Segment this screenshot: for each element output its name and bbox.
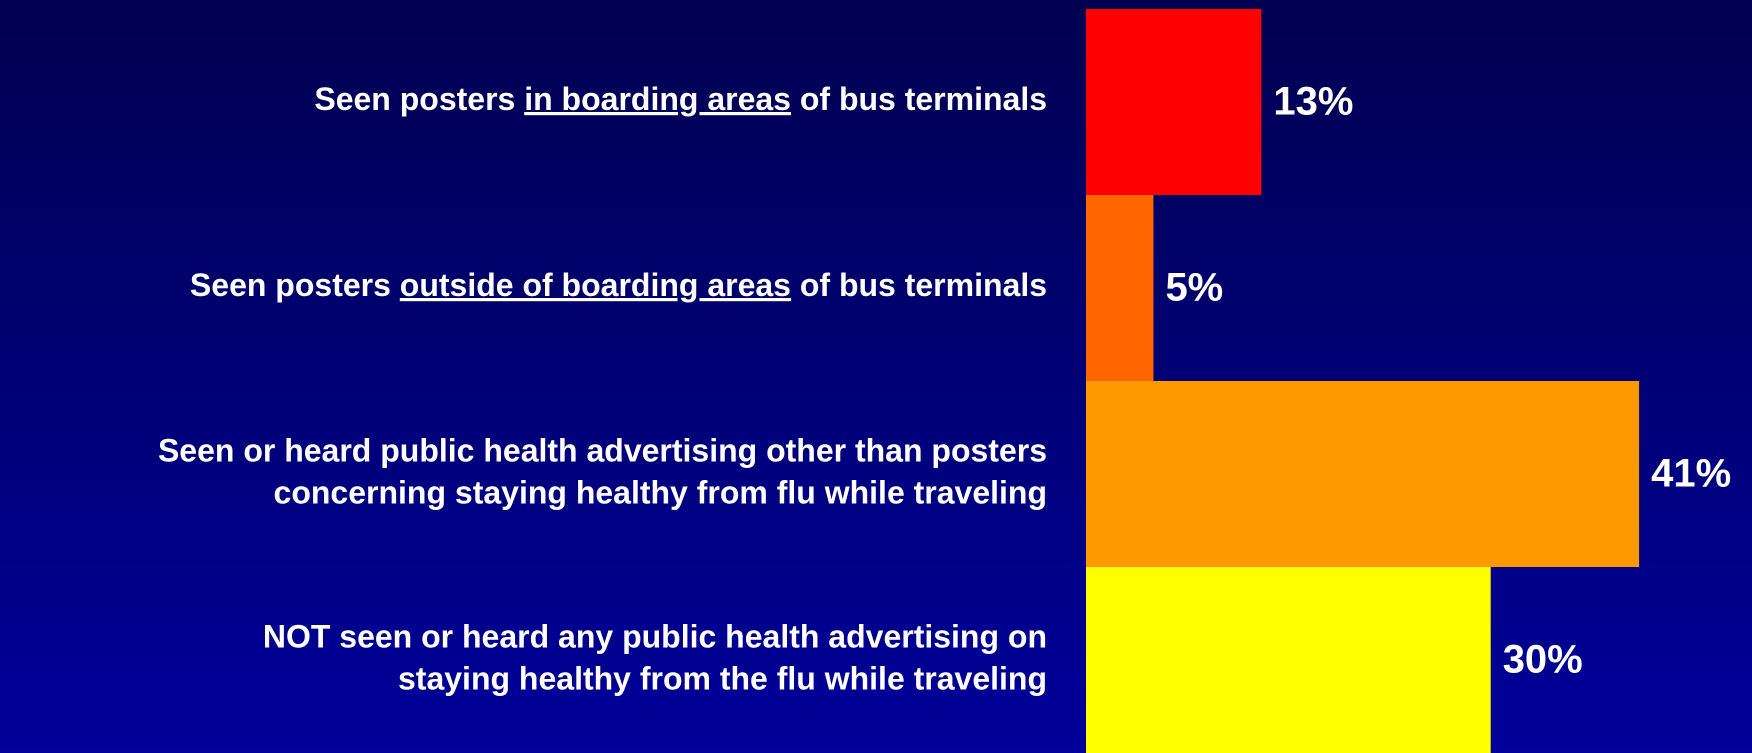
value-label: 13% [1273, 80, 1353, 124]
value-label: 5% [1165, 266, 1223, 310]
category-label: Seen posters outside of boarding areas o… [190, 267, 1047, 303]
text-part: Seen posters [314, 81, 524, 117]
bar [1086, 195, 1154, 381]
category-label: NOT seen or heard any public health adve… [263, 618, 1047, 654]
underlined-text: outside of boarding areas [400, 267, 791, 303]
text-part: of bus terminals [791, 81, 1047, 117]
underlined-text: in boarding areas [524, 81, 791, 117]
bar [1086, 381, 1640, 567]
value-label: 30% [1503, 638, 1583, 682]
category-label: Seen posters in boarding areas of bus te… [314, 81, 1047, 117]
bar [1086, 9, 1262, 195]
bar [1086, 567, 1491, 753]
text-part: of bus terminals [791, 267, 1047, 303]
category-label: concerning staying healthy from flu whil… [274, 474, 1047, 510]
category-label: staying healthy from the flu while trave… [398, 660, 1047, 696]
text-part: Seen posters [190, 267, 400, 303]
value-label: 41% [1651, 452, 1731, 496]
category-label: Seen or heard public health advertising … [158, 432, 1047, 468]
